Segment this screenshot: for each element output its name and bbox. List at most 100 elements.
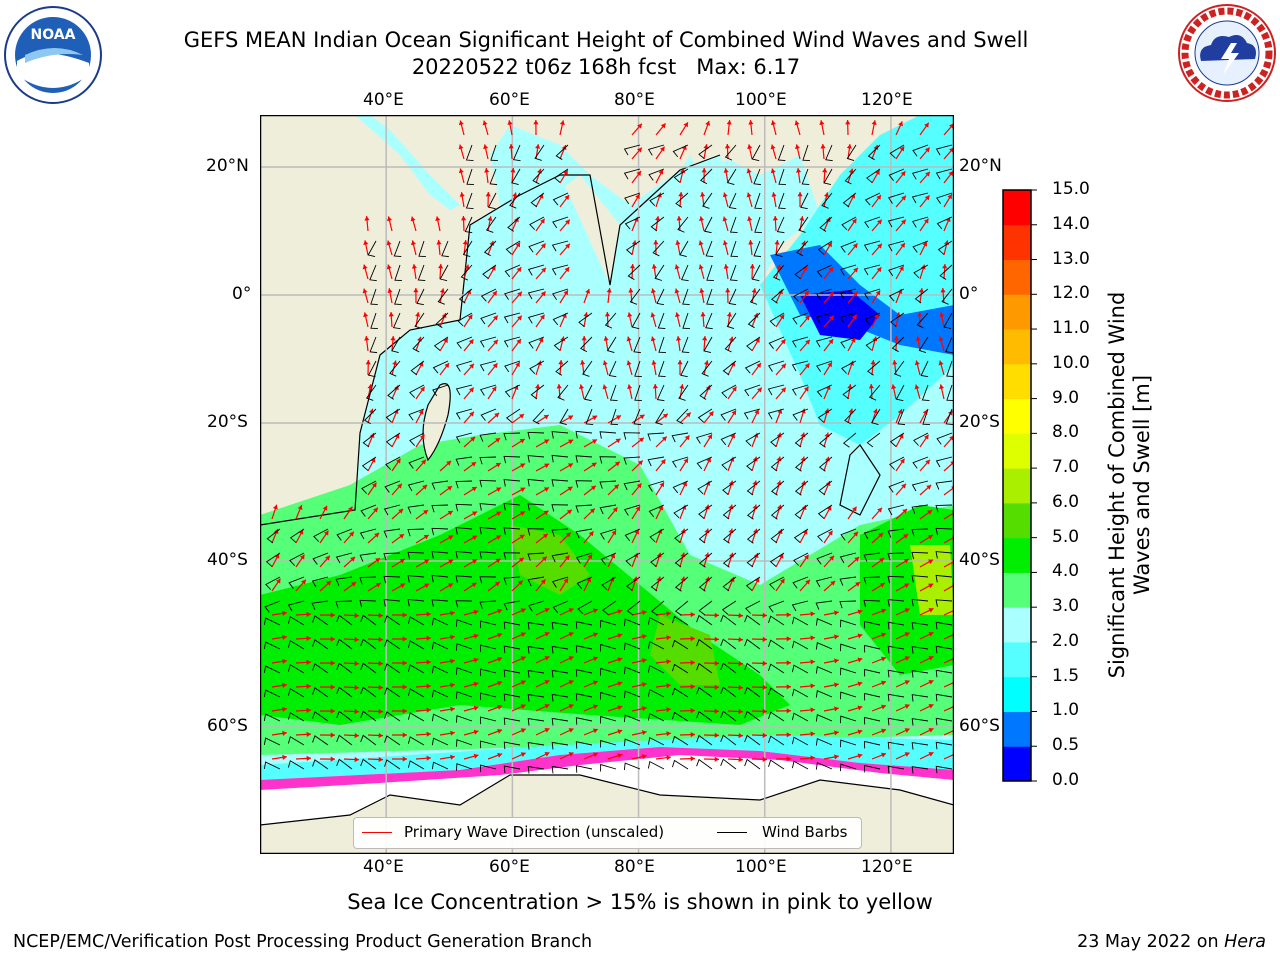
wind-barb (744, 710, 761, 722)
wave-arrow-head (874, 313, 879, 319)
wind-barb (840, 240, 857, 253)
wind-barb (801, 168, 810, 186)
wave-arrow-head (641, 706, 647, 712)
wave-arrow-head (876, 267, 882, 273)
wave-arrow-head (722, 216, 728, 222)
wave-arrow-head (752, 456, 758, 462)
wind-barb (552, 288, 569, 300)
wave-arrow-head (824, 456, 830, 462)
wave-arrow-head (539, 314, 545, 320)
wind-barb (821, 192, 833, 209)
wave-arrow-head (330, 684, 335, 690)
wave-arrow-head (746, 168, 752, 174)
wind-barb (503, 693, 521, 702)
wave-arrow-head (804, 315, 810, 321)
wave-arrow-head (435, 216, 441, 222)
wind-barb (935, 456, 953, 468)
wave-arrow-head (666, 659, 671, 665)
wave-arrow-head (519, 534, 525, 540)
wave-arrow-head (438, 264, 444, 269)
wind-barb (800, 192, 809, 210)
wind-barb (720, 614, 737, 626)
wave-arrow-head (707, 434, 712, 440)
wind-barb (819, 432, 833, 448)
wind-barb (455, 763, 473, 771)
wind-barb (887, 645, 905, 654)
wind-barb (393, 240, 402, 258)
wind-barb (647, 432, 665, 441)
wind-barb (744, 360, 761, 374)
wave-arrow-head (402, 708, 407, 714)
wave-arrow-head (458, 168, 464, 174)
wave-arrow-head (881, 632, 886, 638)
swell-band-6m-east (910, 545, 954, 615)
wave-arrow-head (637, 123, 642, 129)
lon-tick-bottom-80: 80°E (614, 857, 655, 877)
wind-barb (480, 692, 497, 701)
wave-arrow-head (857, 657, 863, 663)
wind-barb (384, 759, 401, 770)
wind-barb (604, 312, 617, 329)
wind-barb (911, 718, 929, 726)
colorbar-segment (1003, 190, 1031, 226)
wave-arrow-head (589, 508, 595, 514)
wind-barb (887, 575, 905, 584)
wind-barb (384, 711, 401, 722)
wind-barb (770, 528, 785, 544)
wind-barb (696, 710, 713, 722)
wind-barb (654, 264, 665, 281)
wind-barb (791, 360, 809, 372)
wind-barb (819, 216, 833, 232)
wave-arrow-head (494, 412, 500, 418)
wave-arrow-head (364, 216, 370, 221)
wind-barb (551, 741, 569, 750)
wave-arrow-head (819, 120, 825, 126)
wave-arrow-head (828, 339, 834, 345)
wind-barb (825, 144, 833, 162)
wave-arrow-head (378, 612, 383, 619)
wave-arrow-head (698, 240, 704, 246)
wave-arrow-head (497, 680, 503, 686)
wave-arrow-head (444, 363, 450, 369)
wind-barb (794, 432, 809, 448)
wave-arrow-head (459, 192, 465, 197)
wave-arrow-head (565, 219, 570, 225)
wind-barb (746, 456, 761, 471)
wind-barb (936, 216, 953, 230)
wind-barb (888, 168, 905, 181)
wind-barb (818, 456, 833, 472)
wind-barb (815, 762, 833, 770)
wave-arrow-head (484, 168, 490, 173)
wind-barb (431, 480, 449, 490)
wave-arrow-head (565, 243, 570, 249)
wind-barb (387, 384, 401, 400)
wave-arrow-head (917, 312, 923, 317)
wave-arrow-head (922, 241, 928, 247)
wind-barb (527, 766, 545, 774)
wind-barb (863, 716, 881, 725)
wave-arrow-head (626, 360, 632, 366)
wave-arrow-head (854, 556, 860, 562)
wave-arrow-head (544, 439, 550, 444)
wind-barb (287, 640, 305, 650)
wind-barb (696, 456, 713, 470)
wind-barb (287, 600, 305, 612)
wave-arrow-head (306, 635, 311, 641)
wind-barb (888, 480, 905, 493)
wind-barb (480, 740, 497, 749)
colorbar-segment (1003, 398, 1031, 434)
wave-arrow-head (561, 145, 567, 151)
wind-barb (674, 552, 689, 568)
wave-arrow-head (708, 411, 714, 417)
lat-tick-right-60s: 60°S (959, 716, 1000, 736)
wave-arrow-head (772, 216, 778, 221)
wind-barb (359, 599, 377, 608)
wave-arrow (943, 633, 954, 640)
wind-barb (839, 264, 857, 276)
wave-arrow-head (904, 656, 910, 661)
wave-arrow-head (857, 753, 863, 759)
lon-tick-bottom-40: 40°E (363, 857, 404, 877)
wave-arrow-head (738, 612, 743, 619)
wind-barb (720, 758, 737, 770)
wave-arrow-head (725, 288, 731, 293)
